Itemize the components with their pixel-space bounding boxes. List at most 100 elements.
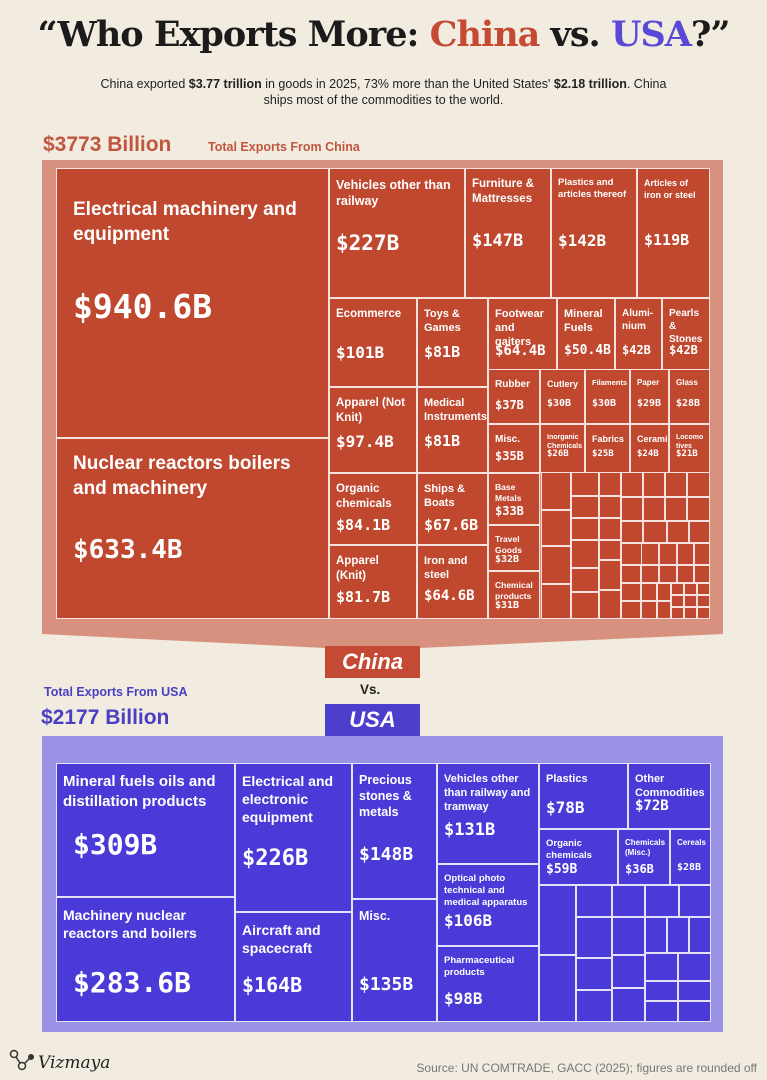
china-tile: Iron and steel $64.6B bbox=[417, 545, 488, 619]
china-minor-tile bbox=[599, 496, 621, 518]
usa-tile-value: $106B bbox=[444, 911, 493, 930]
usa-tile-value: $131B bbox=[444, 820, 496, 840]
china-tile: Apparel (Knit) $81.7B bbox=[329, 545, 417, 619]
china-minor-tile bbox=[571, 472, 599, 496]
china-minor-tile bbox=[599, 472, 621, 496]
china-minor-tile bbox=[697, 583, 710, 595]
china-tile-label: Electrical machinery and equipment bbox=[73, 199, 297, 245]
usa-tile-value: $98B bbox=[444, 989, 483, 1008]
china-tile-value: $940.6B bbox=[73, 287, 213, 326]
china-tile-value: $119B bbox=[644, 231, 690, 249]
china-tile-value: $28B bbox=[676, 398, 701, 409]
china-tile-label: Cutlery bbox=[547, 379, 579, 389]
usa-tile-value: $164B bbox=[242, 973, 303, 997]
usa-minor-tile bbox=[679, 885, 711, 917]
china-minor-tile bbox=[571, 592, 599, 619]
china-tile-value: $30B bbox=[547, 398, 572, 409]
china-tile-label: Vehicles other than railway bbox=[336, 178, 451, 208]
china-tile: Chemical products $31B bbox=[488, 571, 540, 619]
usa-tile-label: Chemicals (Misc.) bbox=[625, 838, 666, 857]
china-tile-label: Locomo tives bbox=[676, 434, 704, 450]
china-tile-value: $42B bbox=[622, 343, 651, 357]
usa-tile-label: Other Commodities bbox=[635, 773, 705, 799]
china-tile: Base Metals $33B bbox=[488, 473, 540, 525]
china-minor-tile bbox=[571, 568, 599, 592]
china-tab: China bbox=[325, 646, 420, 678]
china-tile: Ecommerce $101B bbox=[329, 298, 417, 387]
china-tile-label: Ceramic bbox=[637, 434, 669, 444]
china-minor-tile bbox=[641, 583, 657, 601]
usa-minor-tile bbox=[678, 1001, 711, 1022]
china-minor-tile bbox=[684, 583, 697, 595]
china-tile: Ships & Boats $67.6B bbox=[417, 473, 488, 545]
china-tile-label: Inorganic Chemicals bbox=[547, 434, 583, 450]
china-tile-value: $147B bbox=[472, 231, 524, 251]
usa-tile: Aircraft and spacecraft $164B bbox=[235, 912, 352, 1022]
china-tile-value: $29B bbox=[637, 398, 662, 409]
china-minor-tile bbox=[687, 472, 710, 497]
china-minor-tile bbox=[659, 543, 677, 565]
china-tile: Apparel (Not Knit) $97.4B bbox=[329, 387, 417, 473]
china-tile-value: $64.6B bbox=[424, 588, 475, 604]
china-tile-label: Iron and steel bbox=[424, 555, 468, 581]
china-tile-value: $25B bbox=[592, 449, 614, 459]
china-tile-value: $81.7B bbox=[336, 588, 391, 606]
china-tile-label: Furniture & Mattresses bbox=[472, 178, 534, 205]
china-tile-value: $142B bbox=[558, 231, 607, 250]
china-minor-tile bbox=[697, 595, 710, 607]
usa-tile-label: Pharmaceutical products bbox=[444, 955, 515, 978]
usa-minor-tile bbox=[678, 981, 711, 1001]
usa-tile-value: $78B bbox=[546, 798, 585, 817]
china-tile: Cutlery $30B bbox=[540, 369, 585, 424]
china-minor-tile bbox=[599, 590, 621, 619]
china-minor-tile bbox=[643, 521, 667, 543]
china-minor-tile bbox=[665, 497, 687, 521]
china-minor-tile bbox=[694, 565, 710, 583]
usa-minor-tile bbox=[689, 917, 711, 953]
china-tile-label: Travel Goods bbox=[495, 534, 522, 555]
subtitle: China exported $3.77 trillion in goods i… bbox=[100, 77, 667, 107]
page-title: “Who Exports More: China vs. USA?” bbox=[37, 14, 730, 55]
usa-minor-tile bbox=[576, 990, 612, 1022]
usa-minor-tile bbox=[539, 955, 576, 1022]
china-minor-tile bbox=[571, 540, 599, 568]
china-minor-tile bbox=[541, 584, 571, 619]
china-tile: Electrical machinery and equipment $940.6… bbox=[56, 168, 329, 438]
china-minor-tile bbox=[541, 472, 571, 510]
usa-tile-value: $36B bbox=[625, 862, 654, 876]
china-tile-label: Organic chemicals bbox=[336, 483, 392, 510]
versus-label: Vs. bbox=[360, 682, 381, 697]
china-minor-tile bbox=[621, 583, 641, 601]
china-tile-label: Filaments bbox=[592, 378, 628, 387]
china-tile-label: Chemical products bbox=[495, 580, 533, 601]
china-minor-tile bbox=[684, 607, 697, 619]
usa-tile-label: Vehicles other than railway and tramway bbox=[444, 773, 531, 813]
china-tile-label: Footwear and gaiters bbox=[495, 308, 544, 348]
china-minor-tile bbox=[621, 497, 643, 521]
usa-tab: USA bbox=[325, 704, 420, 736]
china-minor-tile bbox=[643, 472, 665, 497]
usa-total-value: $2177 Billion bbox=[41, 706, 170, 729]
usa-minor-tile bbox=[645, 917, 667, 953]
china-total-label: Total Exports From China bbox=[208, 140, 360, 154]
usa-tile-value: $28B bbox=[677, 862, 702, 873]
usa-tile-label: Misc. bbox=[359, 909, 391, 923]
china-tile-value: $26B bbox=[547, 449, 569, 459]
china-tile-value: $227B bbox=[336, 231, 400, 255]
china-tile-value: $101B bbox=[336, 343, 385, 362]
china-tile-value: $32B bbox=[495, 554, 520, 565]
usa-tile: Machinery nuclear reactors and boilers $2… bbox=[56, 897, 235, 1022]
china-tile-value: $64.4B bbox=[495, 343, 546, 359]
china-tile-label: Rubber bbox=[495, 379, 530, 390]
china-tile-value: $24B bbox=[637, 449, 659, 459]
china-tile-label: Ships & Boats bbox=[424, 483, 465, 509]
usa-minor-tile bbox=[576, 885, 612, 917]
usa-tile-value: $72B bbox=[635, 798, 669, 814]
usa-minor-tile bbox=[667, 917, 689, 953]
china-tile-value: $37B bbox=[495, 398, 524, 412]
usa-minor-tile bbox=[539, 885, 576, 955]
usa-tile: Electrical and electronic equipment $226B bbox=[235, 763, 352, 912]
usa-minor-tile bbox=[645, 953, 678, 981]
china-minor-tile bbox=[689, 521, 710, 543]
china-tile-label: Articles of iron or steel bbox=[644, 178, 696, 200]
